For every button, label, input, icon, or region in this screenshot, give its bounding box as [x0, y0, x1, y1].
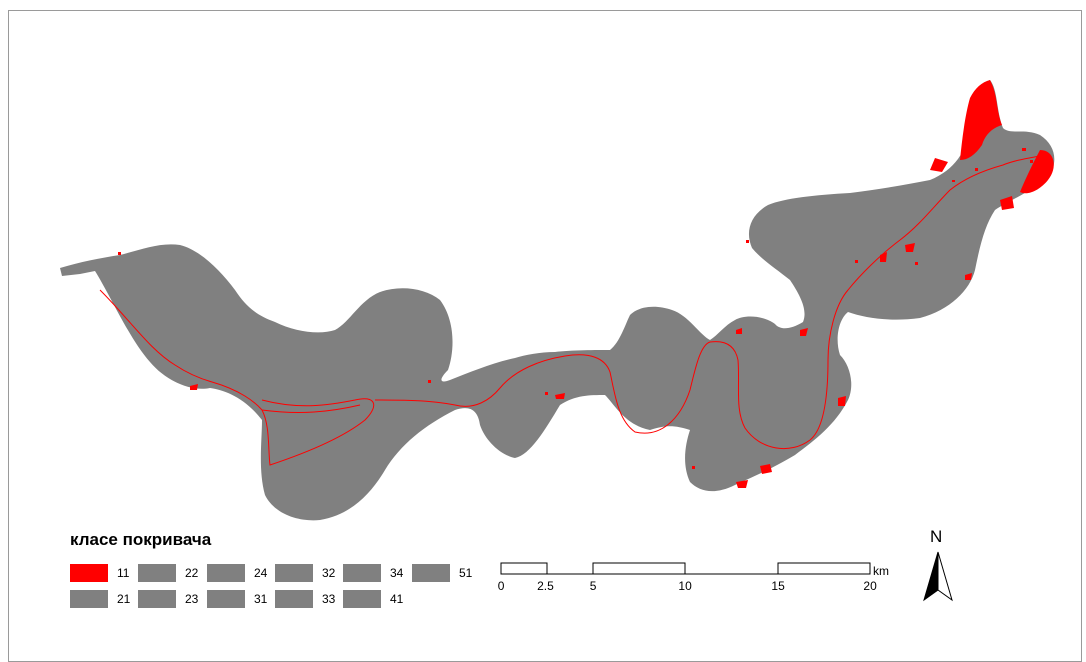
floodplain-polygon [60, 80, 1055, 521]
legend-swatch-32 [275, 564, 313, 582]
scale-tick-label: 5 [589, 579, 597, 593]
legend-label-31: 31 [254, 592, 268, 606]
class-11-patch [1020, 150, 1054, 194]
legend-label-22: 22 [185, 566, 199, 580]
legend-label-21: 21 [117, 592, 131, 606]
class-11-patch [838, 396, 846, 406]
class-11-patch [190, 384, 198, 390]
class-11-patch [905, 243, 915, 252]
legend-label-23: 23 [185, 592, 199, 606]
legend-swatch-41 [343, 590, 381, 608]
class-11-patch [1000, 196, 1014, 210]
class-11-patch [760, 464, 772, 474]
north-label: N [930, 527, 943, 546]
scale-tick-label: 10 [678, 579, 692, 593]
legend-title: класе покривача [70, 530, 212, 549]
class-11-patch [736, 328, 742, 334]
scale-tick-label: 15 [771, 579, 785, 593]
river-line [99, 154, 1046, 466]
legend-swatch-31 [207, 590, 245, 608]
class-11-spots [118, 148, 1033, 469]
scale-tick-label: 0 [497, 579, 505, 593]
class-11-patch [960, 80, 1002, 160]
class-11-patch [930, 158, 948, 172]
legend-label-32: 32 [322, 566, 336, 580]
legend-label-34: 34 [390, 566, 404, 580]
scale-unit: km [873, 564, 889, 578]
class-11-patch [555, 393, 565, 399]
legend-swatch-22 [138, 564, 176, 582]
class-11-patch [800, 328, 808, 336]
legend-label-41: 41 [390, 592, 404, 606]
legend-label-24: 24 [254, 566, 268, 580]
legend-swatch-34 [343, 564, 381, 582]
legend-label-51: 51 [459, 566, 473, 580]
legend-swatch-51 [412, 564, 450, 582]
scale-tick-label: 20 [863, 579, 877, 593]
legend-swatch-33 [275, 590, 313, 608]
legend-label-33: 33 [322, 592, 336, 606]
legend-swatch-24 [207, 564, 245, 582]
scale-tick-label: 2.5 [537, 579, 554, 593]
legend-swatch-21 [70, 590, 108, 608]
legend-label-11: 11 [117, 566, 130, 580]
class-11-patch [965, 273, 972, 280]
legend-swatch-23 [138, 590, 176, 608]
class-11-patch [736, 480, 748, 488]
legend-swatch-11 [70, 564, 108, 582]
